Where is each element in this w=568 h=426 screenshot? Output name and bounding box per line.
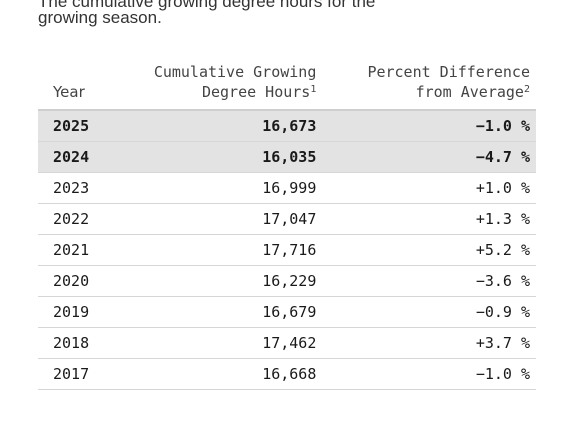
intro-text-line-1: The cumulative growing degree hours for … bbox=[38, 0, 376, 11]
table-header-row: Year Cumulative Growing Degree Hours1 Pe… bbox=[38, 58, 536, 111]
gdh-value-cell: 16,679 bbox=[104, 296, 317, 328]
table-row: 2019 16,679 −0.9 % bbox=[38, 296, 536, 328]
gdh-value-cell: 17,462 bbox=[104, 327, 317, 359]
gdh-header-line-2: Degree Hours1 bbox=[105, 82, 317, 102]
pct-header-line-2: from Average2 bbox=[316, 82, 530, 102]
gdh-value-cell: 16,668 bbox=[104, 358, 317, 390]
pct-diff-cell: −3.6 % bbox=[316, 265, 536, 297]
year-cell: 2017 bbox=[38, 358, 105, 390]
gdh-value-cell: 17,047 bbox=[104, 203, 317, 235]
pct-diff-cell: +1.0 % bbox=[316, 172, 536, 204]
year-cell: 2019 bbox=[38, 296, 105, 328]
table-row: 2024 16,035 −4.7 % bbox=[38, 141, 536, 173]
pct-diff-cell: −1.0 % bbox=[316, 110, 536, 142]
year-cell: 2024 bbox=[38, 141, 105, 173]
year-cell: 2021 bbox=[38, 234, 105, 266]
pct-diff-cell: −0.9 % bbox=[316, 296, 536, 328]
table-row: 2022 17,047 +1.3 % bbox=[38, 203, 536, 235]
footnote-2-marker: 2 bbox=[523, 84, 530, 95]
gdh-value-cell: 16,229 bbox=[104, 265, 317, 297]
footnote-1-marker: 1 bbox=[310, 84, 317, 95]
gdh-header-line-2-text: Degree Hours bbox=[201, 83, 311, 101]
table-body: 2025 16,673 −1.0 % 2024 16,035 −4.7 % 2023 16,9… bbox=[38, 110, 536, 390]
gdh-header-line-1: Cumulative Growing bbox=[153, 63, 317, 81]
gdh-value-cell: 16,673 bbox=[104, 110, 317, 142]
year-header-label: Year bbox=[53, 83, 85, 101]
pct-diff-cell: +3.7 % bbox=[316, 327, 536, 359]
table-row: 2020 16,229 −3.6 % bbox=[38, 265, 536, 297]
pct-diff-cell: +5.2 % bbox=[316, 234, 536, 266]
pct-diff-cell: +1.3 % bbox=[316, 203, 536, 235]
year-cell: 2018 bbox=[38, 327, 105, 359]
pct-column-header: Percent Difference from Average2 bbox=[316, 58, 536, 111]
growing-degree-hours-table: Year Cumulative Growing Degree Hours1 Pe… bbox=[38, 58, 536, 390]
table-row: 2023 16,999 +1.0 % bbox=[38, 172, 536, 204]
pct-header-line-2-text: from Average bbox=[415, 83, 524, 101]
intro-text-line-2: growing season. bbox=[38, 8, 162, 27]
pct-header-line-1: Percent Difference bbox=[367, 63, 530, 81]
table-header: Year Cumulative Growing Degree Hours1 Pe… bbox=[38, 58, 536, 111]
year-column-header: Year bbox=[38, 58, 105, 111]
table-row: 2017 16,668 −1.0 % bbox=[38, 358, 536, 390]
pct-diff-cell: −1.0 % bbox=[316, 358, 536, 390]
year-cell: 2025 bbox=[38, 110, 105, 142]
year-cell: 2023 bbox=[38, 172, 105, 204]
table-row: 2021 17,716 +5.2 % bbox=[38, 234, 536, 266]
pct-diff-cell: −4.7 % bbox=[316, 141, 536, 173]
table-row: 2025 16,673 −1.0 % bbox=[38, 110, 536, 142]
gdh-value-cell: 17,716 bbox=[104, 234, 317, 266]
gdh-column-header: Cumulative Growing Degree Hours1 bbox=[104, 58, 317, 111]
gdh-value-cell: 16,999 bbox=[104, 172, 317, 204]
table-row: 2018 17,462 +3.7 % bbox=[38, 327, 536, 359]
year-cell: 2020 bbox=[38, 265, 105, 297]
year-cell: 2022 bbox=[38, 203, 105, 235]
gdh-value-cell: 16,035 bbox=[104, 141, 317, 173]
